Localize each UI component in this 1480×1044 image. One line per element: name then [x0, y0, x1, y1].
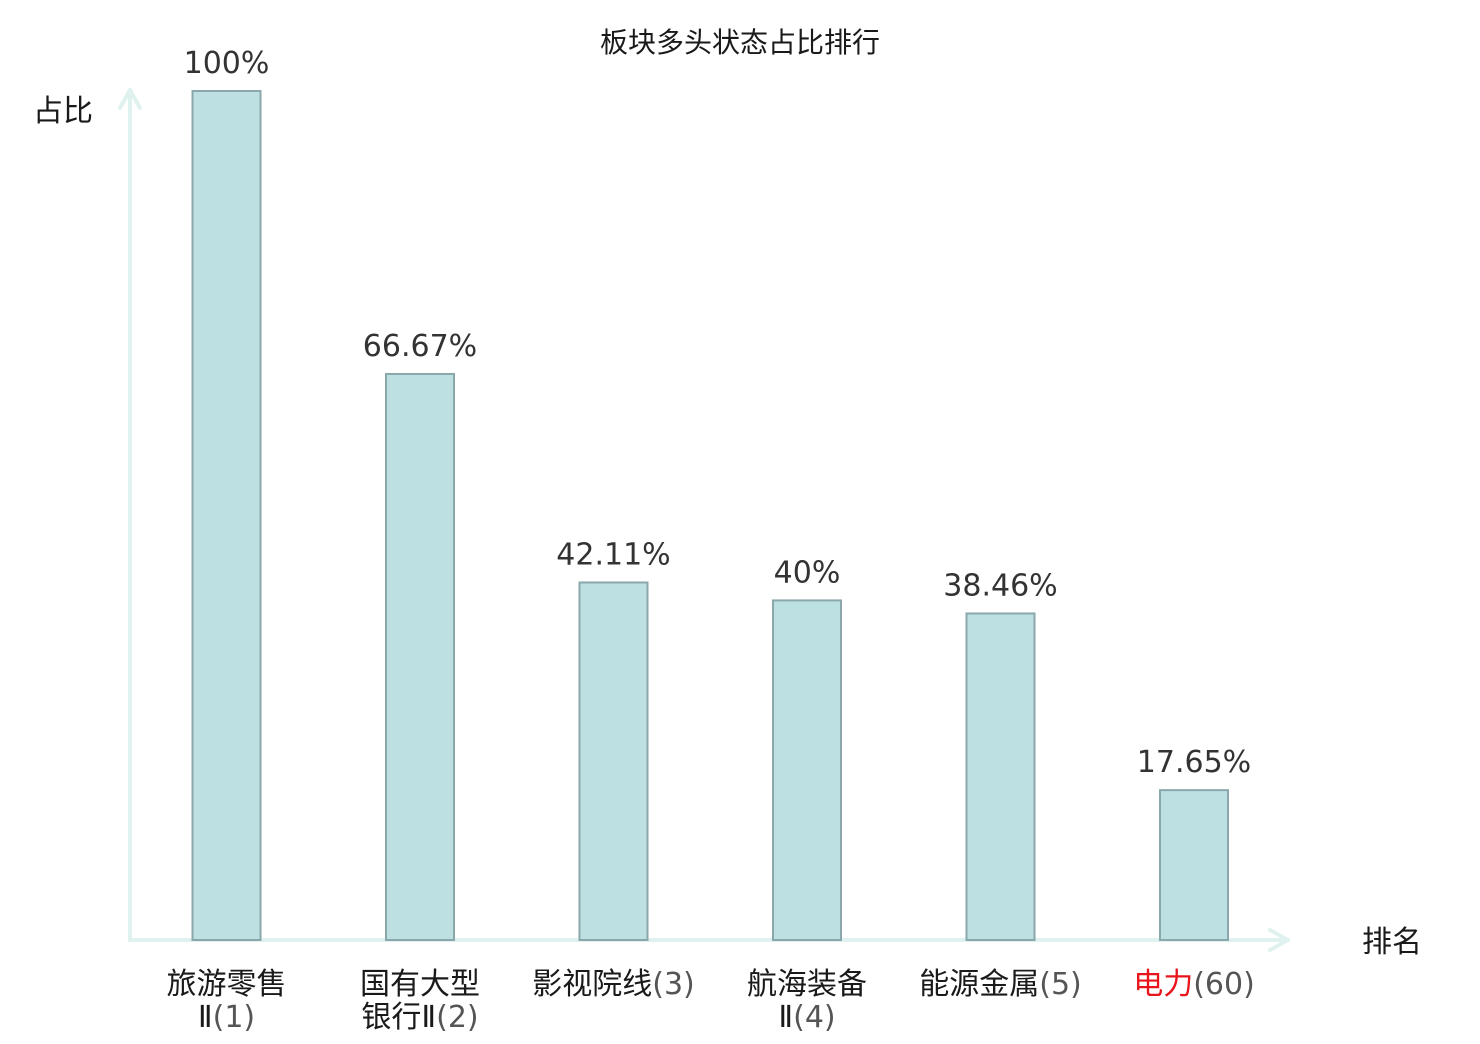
category-label: 国有大型 — [360, 967, 480, 1002]
category-rank: (1) — [213, 1000, 256, 1035]
category-rank: (2) — [436, 1000, 479, 1035]
value-label: 17.65% — [1137, 745, 1251, 780]
value-label: 40% — [774, 555, 841, 590]
y-axis-arrow — [118, 88, 142, 110]
category-label: Ⅱ(1) — [198, 1000, 255, 1035]
bars-group — [191, 90, 1229, 942]
bar — [965, 612, 1036, 941]
chart-title: 板块多头状态占比排行 — [600, 26, 880, 59]
bar — [191, 90, 262, 941]
category-label: 能源金属(5) — [919, 967, 1082, 1002]
bar — [1159, 789, 1229, 941]
x-axis-label: 排名 — [1362, 925, 1422, 960]
axes — [118, 88, 1290, 952]
value-label: 100% — [184, 46, 270, 81]
category-rank: (4) — [793, 1000, 836, 1035]
bar — [772, 599, 842, 942]
category-label: 影视院线(3) — [532, 967, 695, 1002]
category-label: 航海装备 — [747, 967, 867, 1002]
value-label: 42.11% — [556, 537, 670, 572]
category-rank: (5) — [1039, 967, 1082, 1002]
category-label: 旅游零售 — [167, 967, 287, 1002]
bar — [385, 372, 455, 942]
value-label: 38.46% — [943, 568, 1057, 603]
x-axis-arrow — [1268, 928, 1290, 952]
y-axis-label: 占比 — [33, 94, 93, 129]
category-label: 电力(60) — [1133, 967, 1255, 1002]
category-label: 银行Ⅱ(2) — [361, 1000, 478, 1035]
value-labels-group: 100% 66.67% 42.11% 40% 38.46% 17.65% — [184, 46, 1252, 780]
category-rank: (60) — [1193, 967, 1255, 1002]
category-rank: (3) — [652, 967, 695, 1002]
value-label: 66.67% — [363, 329, 477, 364]
category-label: Ⅱ(4) — [778, 1000, 835, 1035]
bar — [578, 581, 649, 941]
